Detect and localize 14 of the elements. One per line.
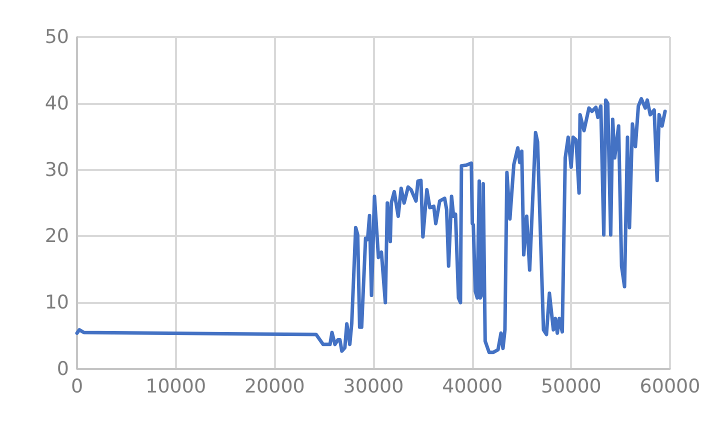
x-tick-label: 0 bbox=[70, 376, 84, 398]
y-tick-label: 20 bbox=[44, 225, 69, 248]
x-tick-label: 50000 bbox=[540, 376, 602, 398]
y-tick-label: 30 bbox=[44, 158, 69, 181]
y-tick-label: 50 bbox=[44, 26, 69, 48]
x-tick-label: 30000 bbox=[343, 376, 404, 398]
y-tick-label: 40 bbox=[44, 92, 69, 114]
y-tick-label: 10 bbox=[44, 292, 69, 314]
x-tick-label: 20000 bbox=[244, 376, 305, 398]
x-tick-label: 60000 bbox=[640, 376, 700, 398]
x-tick-label: 40000 bbox=[442, 376, 503, 398]
line-series bbox=[75, 97, 667, 354]
x-tick-label: 10000 bbox=[146, 376, 206, 398]
y-tick-label: 0 bbox=[56, 358, 69, 380]
